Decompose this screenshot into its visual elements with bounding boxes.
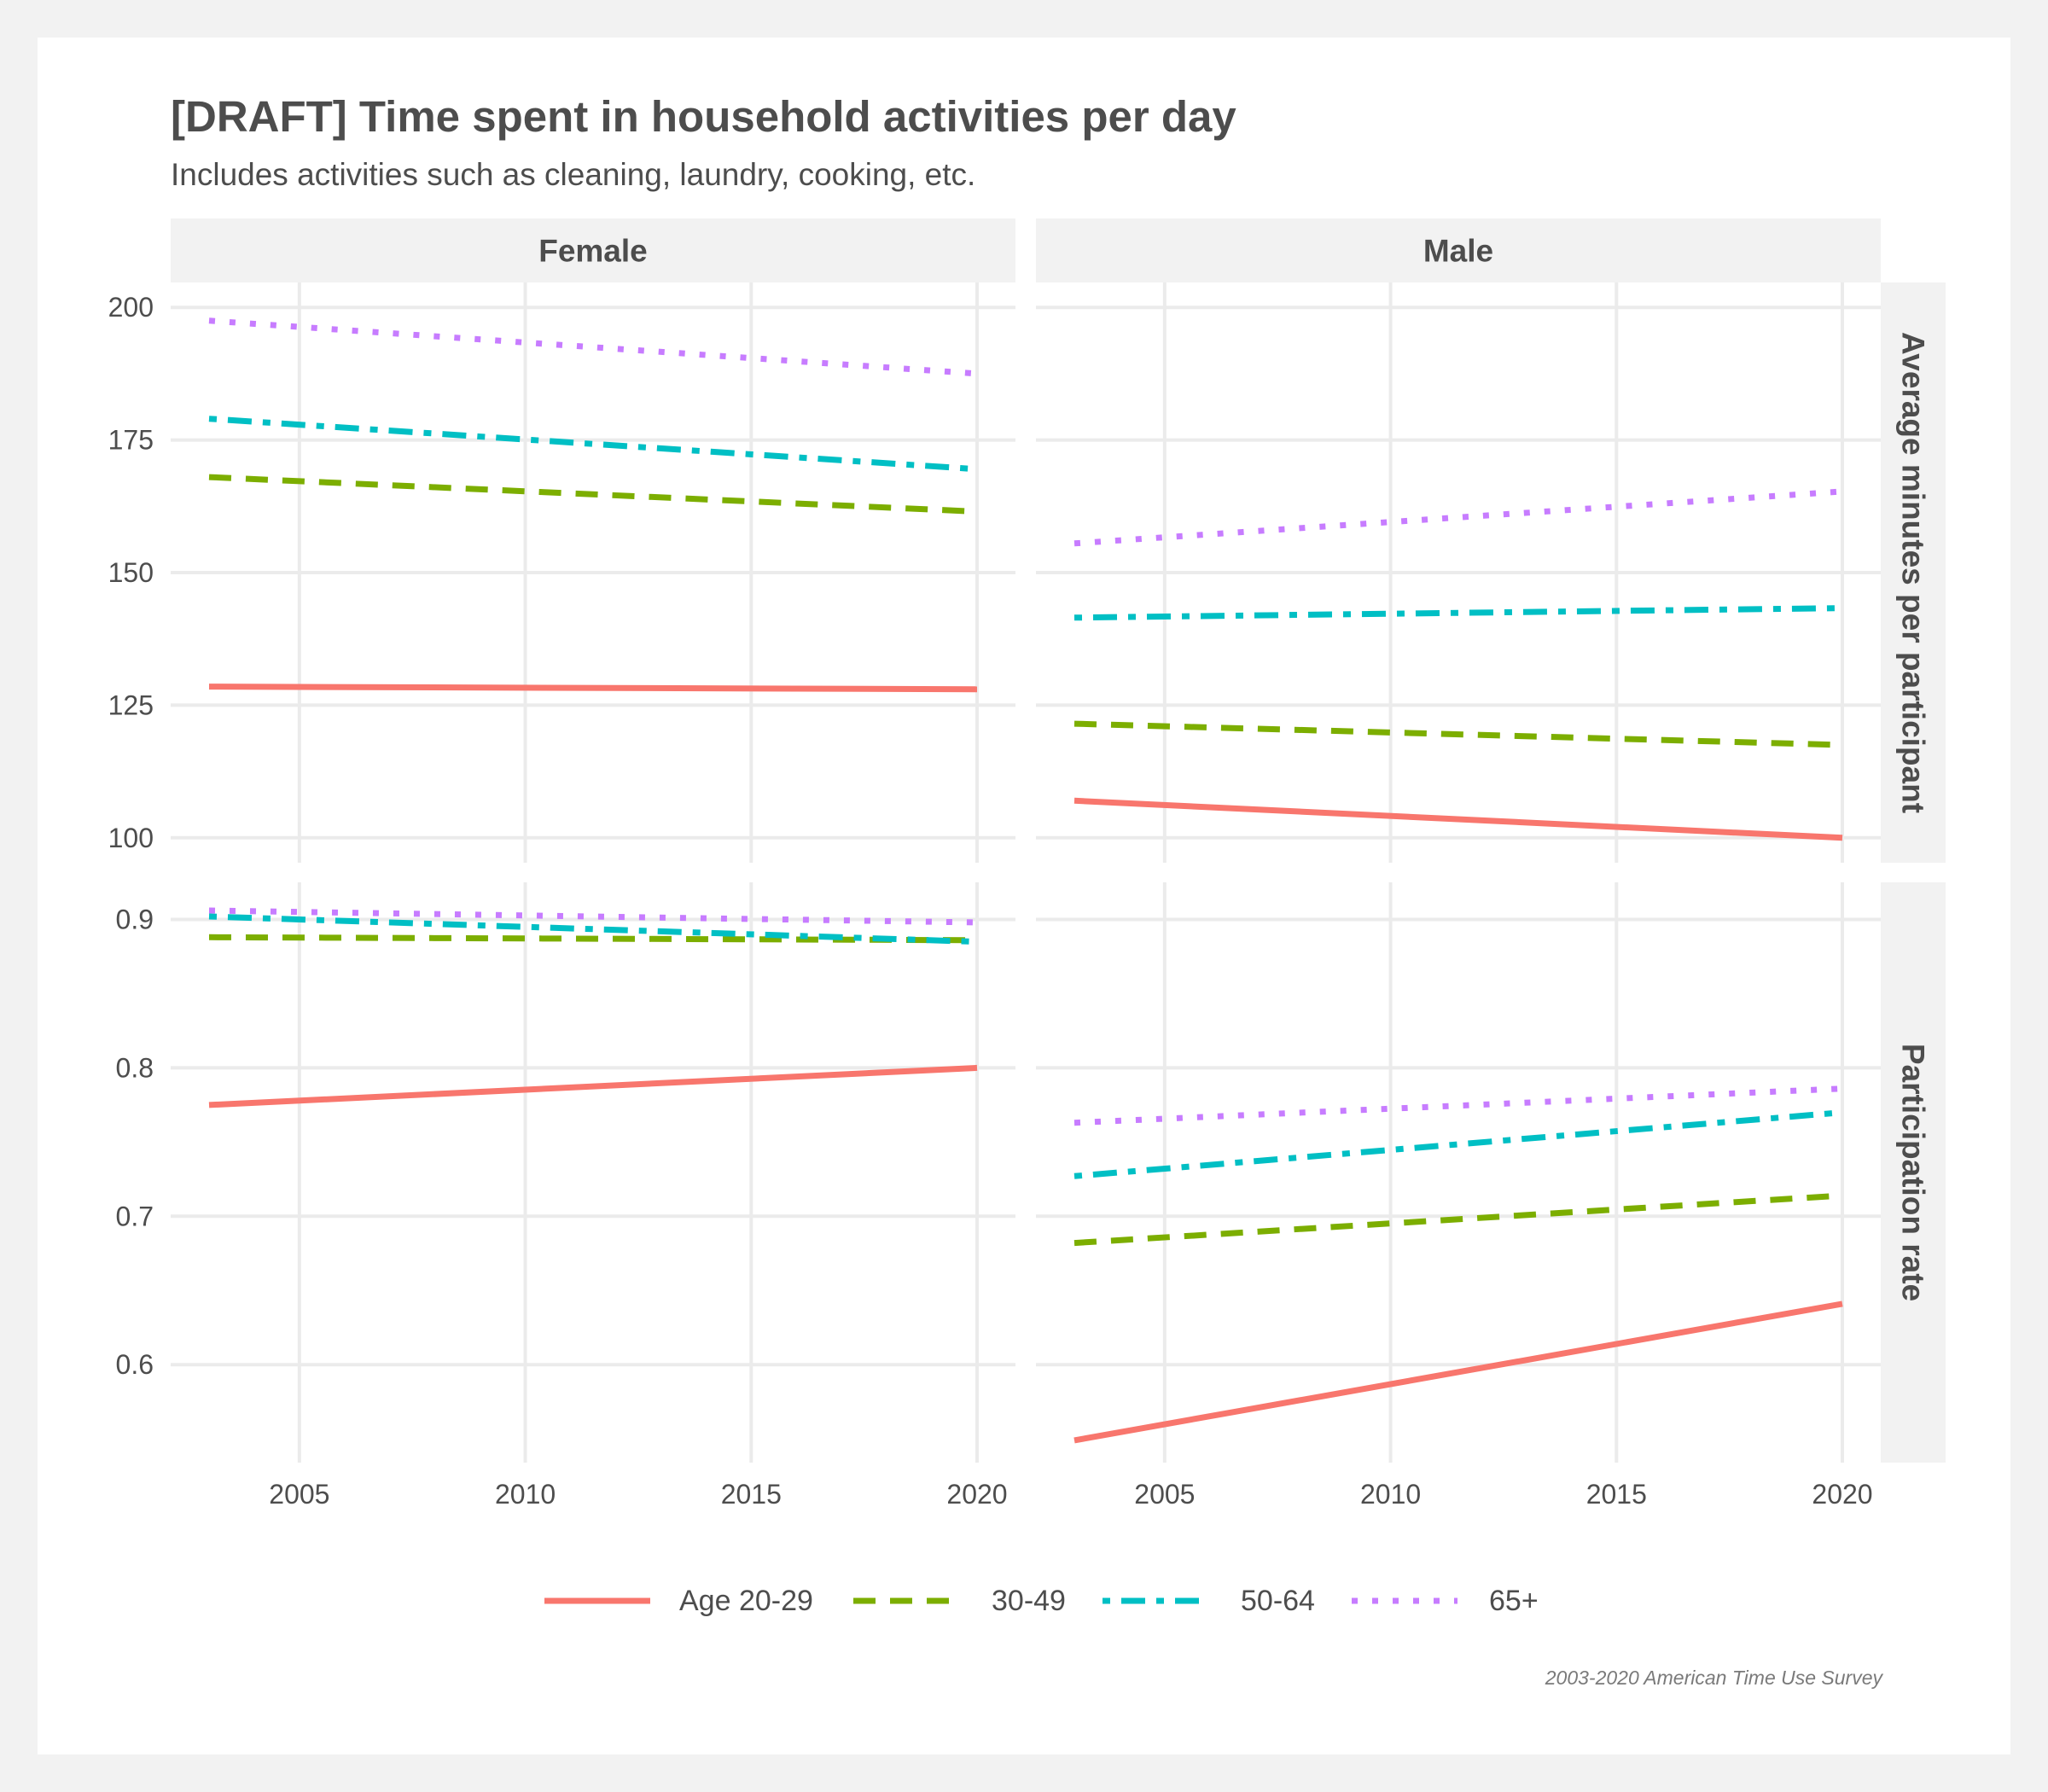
legend-label: 30-49 (992, 1585, 1066, 1617)
row-strip-label-1: Participation rate (1896, 1044, 1931, 1301)
series-line-30-49 (208, 934, 978, 944)
series-line-age-20-29 (1073, 1300, 1843, 1444)
series-line-65- (1073, 1085, 1843, 1126)
x-tick-label: 2010 (495, 1479, 556, 1510)
chart-caption: 2003-2020 American Time Use Survey (1545, 1667, 1884, 1689)
chart-card: [DRAFT] Time spent in household activiti… (38, 38, 2010, 1754)
y-tick-label: 0.7 (116, 1201, 154, 1231)
y-tick-label: 175 (108, 425, 154, 456)
legend-item: 65+ (1352, 1585, 1539, 1617)
series-line-50-64 (208, 416, 978, 473)
legend-item: Age 20-29 (544, 1585, 813, 1617)
series-line-30-49 (1073, 1192, 1843, 1247)
series-line-65- (1073, 488, 1843, 547)
series-line-30-49 (1073, 720, 1843, 748)
row-strip-0 (1881, 282, 1946, 863)
strip-label-female: Female (538, 234, 648, 269)
series-line-50-64 (1073, 605, 1843, 621)
chart-subtitle: Includes activities such as cleaning, la… (171, 157, 975, 192)
strip-label-male: Male (1423, 234, 1493, 269)
series-line-age-20-29 (208, 1064, 978, 1108)
x-tick-label: 2005 (1134, 1479, 1195, 1510)
x-tick-label: 2020 (1812, 1479, 1872, 1510)
legend: Age 20-29 30-49 50-64 65+ (544, 1585, 1539, 1617)
facet-grid: Female Male Average minutes per participan… (108, 218, 1946, 1510)
legend-item: 50-64 (1103, 1585, 1315, 1617)
y-tick-label: 150 (108, 557, 154, 588)
faceted-line-chart: [DRAFT] Time spent in household activiti… (108, 92, 1946, 1689)
series-line-age-20-29 (208, 684, 978, 693)
row-strip-label-0: Average minutes per participant (1896, 332, 1931, 813)
series-line-50-64 (1073, 1109, 1843, 1179)
series-line-age-20-29 (1073, 797, 1843, 841)
series-line-65- (208, 907, 978, 926)
y-tick-label: 0.6 (116, 1349, 154, 1380)
legend-label: Age 20-29 (679, 1585, 813, 1617)
y-tick-label: 0.8 (116, 1052, 154, 1083)
y-tick-label: 200 (108, 292, 154, 323)
x-tick-label: 2020 (946, 1479, 1007, 1510)
y-tick-label: 125 (108, 689, 154, 720)
panel-background (1036, 882, 1881, 1463)
series-line-30-49 (208, 474, 978, 515)
series-line-50-64 (208, 913, 978, 945)
panel-male-0 (1036, 282, 1881, 863)
panel-male-1 (1036, 882, 1881, 1463)
panel-background (171, 882, 1015, 1463)
y-tick-label: 0.9 (116, 904, 154, 934)
legend-label: 65+ (1489, 1585, 1539, 1617)
y-tick-label: 100 (108, 823, 154, 853)
strip-male (1036, 218, 1881, 282)
series-line-65- (208, 317, 978, 377)
x-tick-label: 2015 (721, 1479, 782, 1510)
chart-title: [DRAFT] Time spent in household activiti… (171, 92, 1236, 141)
legend-label: 50-64 (1241, 1585, 1315, 1617)
row-strip-1 (1881, 882, 1946, 1463)
panel-female-1 (171, 882, 1015, 1463)
panel-female-0 (171, 282, 1015, 863)
strip-female (171, 218, 1015, 282)
x-tick-label: 2015 (1586, 1479, 1647, 1510)
x-tick-label: 2010 (1360, 1479, 1421, 1510)
legend-item: 30-49 (853, 1585, 1066, 1617)
x-tick-label: 2005 (269, 1479, 329, 1510)
